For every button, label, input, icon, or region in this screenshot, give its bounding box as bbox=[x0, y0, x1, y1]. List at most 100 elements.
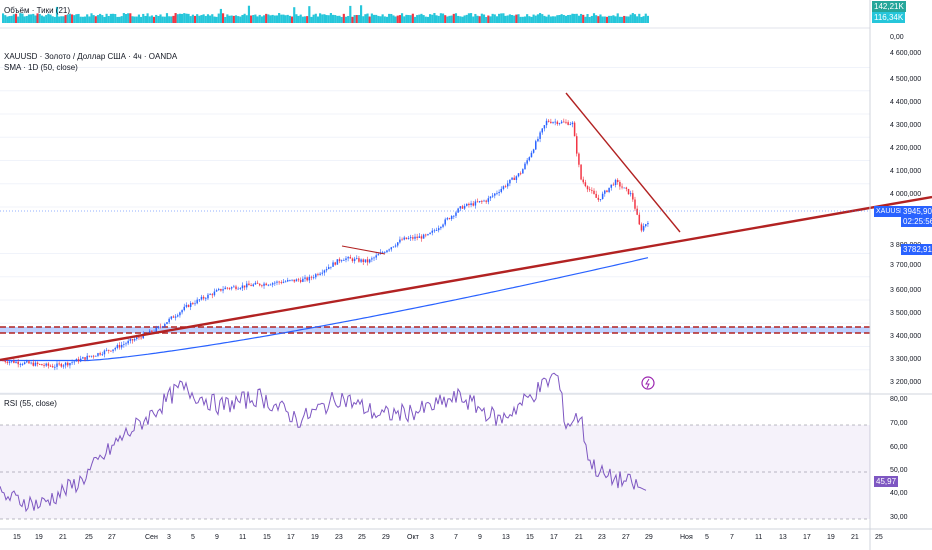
volume-bar bbox=[163, 16, 166, 23]
candle-body bbox=[116, 345, 119, 348]
volume-bar bbox=[193, 15, 197, 23]
candle-body bbox=[19, 364, 22, 365]
candle-body bbox=[569, 124, 572, 125]
rsi-value-tag: 45,97 bbox=[874, 476, 899, 487]
volume-bar bbox=[181, 13, 184, 23]
volume-bar bbox=[77, 13, 80, 23]
time-tick: 25 bbox=[875, 534, 883, 541]
candle-body bbox=[198, 299, 201, 301]
volume-bar bbox=[493, 14, 496, 23]
volume-bar bbox=[83, 16, 87, 23]
volume-bar bbox=[196, 14, 199, 23]
volume-bar bbox=[312, 14, 315, 23]
candle-body bbox=[550, 121, 552, 124]
candle-body bbox=[450, 216, 453, 219]
candle-body bbox=[138, 337, 140, 339]
volume-bar bbox=[597, 16, 600, 23]
candle-body bbox=[504, 186, 507, 188]
candle-body bbox=[575, 136, 578, 154]
volume-bar bbox=[640, 16, 643, 23]
symbol-title[interactable]: XAUUSD · Золото / Доллар США · 4ч · OAND… bbox=[4, 52, 178, 61]
volume-bar bbox=[506, 15, 509, 23]
last-price-tag: 3945,905 bbox=[901, 206, 932, 217]
volume-bar bbox=[642, 16, 645, 23]
rising-trendline[interactable] bbox=[0, 195, 932, 362]
volume-bar bbox=[109, 13, 112, 23]
volume-bar bbox=[508, 14, 511, 23]
volume-bar bbox=[418, 14, 421, 23]
volume-bar bbox=[159, 14, 162, 23]
volume-bar bbox=[459, 16, 462, 23]
volume-bar bbox=[605, 16, 609, 23]
volume-bar bbox=[420, 13, 423, 23]
volume-bar bbox=[498, 13, 501, 23]
falling-trendline[interactable] bbox=[565, 92, 681, 233]
candle-body bbox=[49, 365, 52, 367]
candle-body bbox=[593, 190, 595, 194]
candle-body bbox=[226, 287, 229, 289]
volume-bar bbox=[638, 13, 641, 23]
volume-bar bbox=[14, 13, 18, 23]
volume-bar bbox=[454, 13, 458, 23]
volume-bar bbox=[155, 14, 158, 23]
volume-bar bbox=[319, 13, 322, 23]
candle-body bbox=[323, 270, 326, 273]
candle-body bbox=[82, 357, 84, 359]
volume-bar bbox=[543, 15, 546, 23]
rsi-tick: 80,00 bbox=[890, 396, 908, 403]
minor-trendline bbox=[341, 245, 386, 255]
volume-bar bbox=[310, 16, 313, 23]
candle-body bbox=[386, 250, 388, 253]
volume-bar bbox=[96, 15, 100, 23]
candle-body bbox=[500, 188, 503, 192]
candle-body bbox=[494, 193, 496, 196]
volume-bar bbox=[152, 16, 156, 23]
candle-body bbox=[243, 285, 246, 288]
candle-body bbox=[274, 282, 276, 284]
volume-bar bbox=[172, 15, 175, 23]
candle-body bbox=[347, 257, 349, 259]
candle-body bbox=[431, 230, 434, 233]
volume-bar bbox=[308, 6, 311, 23]
volume-bar bbox=[252, 15, 255, 23]
candle-body bbox=[545, 120, 548, 126]
volume-bar bbox=[189, 16, 192, 23]
volume-bar bbox=[360, 5, 363, 24]
candle-body bbox=[284, 281, 287, 283]
volume-bar bbox=[461, 16, 464, 23]
volume-bar bbox=[620, 16, 624, 23]
candle-body bbox=[54, 366, 56, 368]
candle-body bbox=[179, 312, 181, 316]
volume-bar bbox=[258, 14, 261, 23]
volume-bar bbox=[116, 16, 119, 23]
volume-bar bbox=[284, 15, 287, 23]
volume-bar bbox=[476, 15, 479, 23]
volume-bar bbox=[603, 16, 606, 23]
candle-body bbox=[34, 362, 37, 366]
time-tick: 5 bbox=[191, 534, 195, 541]
candle-body bbox=[276, 281, 278, 283]
volume-bar bbox=[19, 13, 22, 23]
candle-body bbox=[440, 226, 442, 229]
volume-bar bbox=[372, 14, 376, 23]
time-tick: Ноя bbox=[680, 534, 693, 541]
candle-body bbox=[539, 132, 541, 139]
volume-bar bbox=[32, 13, 35, 23]
candle-body bbox=[280, 282, 283, 284]
candle-body bbox=[56, 363, 58, 367]
candle-body bbox=[487, 198, 490, 202]
candle-body bbox=[174, 316, 177, 318]
rsi-legend[interactable]: RSI (55, close) bbox=[4, 399, 57, 408]
volume-bar bbox=[2, 13, 5, 23]
candle-body bbox=[340, 260, 343, 262]
volume-bar bbox=[590, 15, 593, 23]
candle-body bbox=[239, 288, 242, 289]
volume-bar bbox=[168, 16, 171, 23]
lightning-icon[interactable] bbox=[641, 376, 655, 390]
candle-body bbox=[472, 203, 474, 206]
volume-bar bbox=[388, 13, 391, 23]
sma-legend[interactable]: SMA · 1D (50, close) bbox=[4, 63, 78, 72]
candle-body bbox=[377, 254, 380, 256]
price-tick: 3 600,000 bbox=[890, 287, 922, 294]
